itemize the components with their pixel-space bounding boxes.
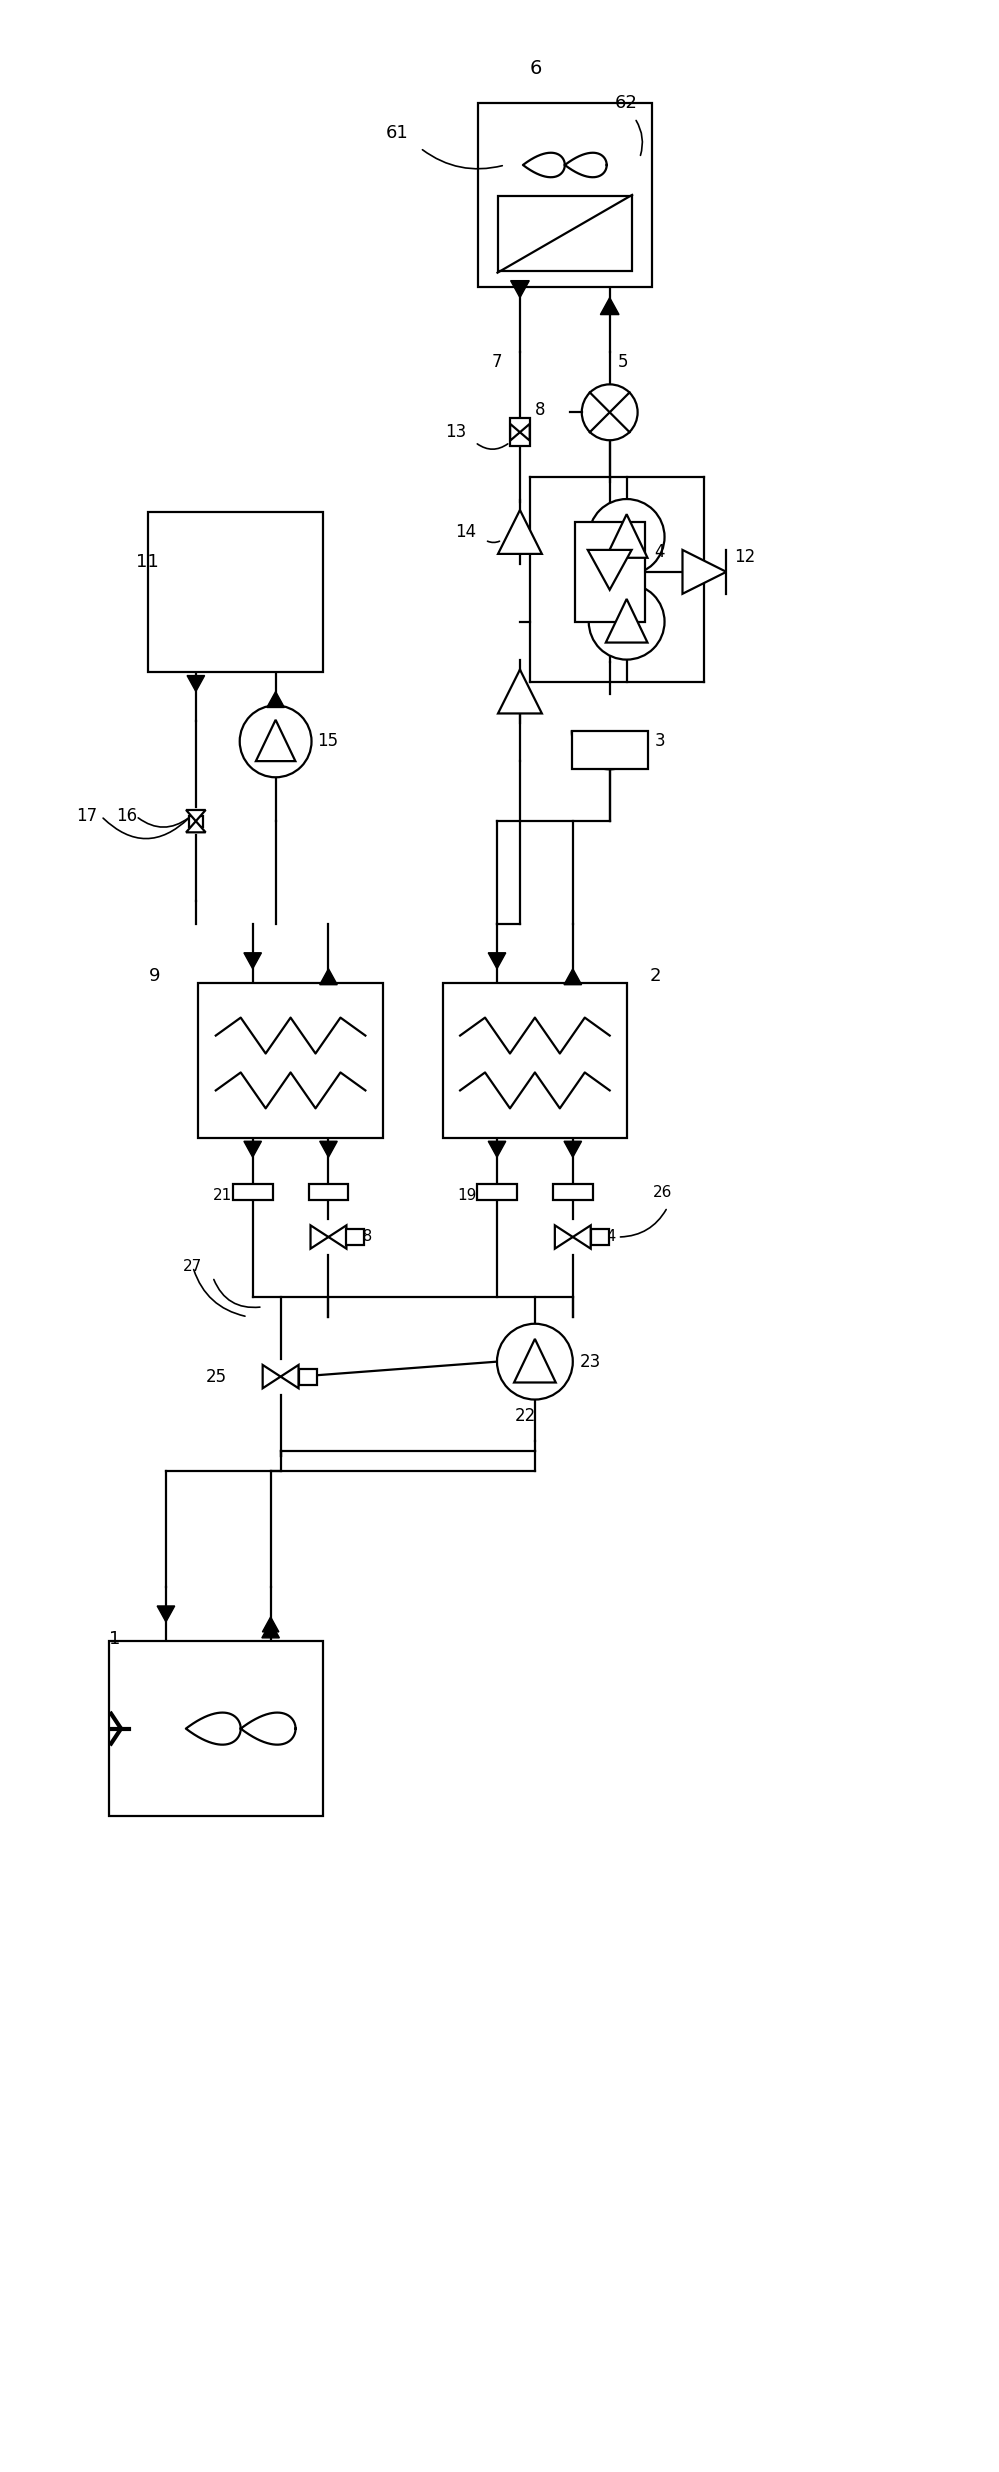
Bar xyxy=(299,1369,317,1384)
Polygon shape xyxy=(605,514,647,559)
Polygon shape xyxy=(572,1226,590,1248)
Text: 26: 26 xyxy=(652,1184,672,1199)
Text: 27: 27 xyxy=(183,1258,202,1276)
Circle shape xyxy=(498,1323,572,1399)
Polygon shape xyxy=(554,1226,572,1248)
Text: 19: 19 xyxy=(458,1187,477,1201)
Bar xyxy=(109,1641,323,1817)
Polygon shape xyxy=(564,969,581,984)
Text: 61: 61 xyxy=(386,124,408,141)
Bar xyxy=(590,1229,608,1246)
Text: 18: 18 xyxy=(564,1187,584,1201)
Text: 7: 7 xyxy=(493,353,502,371)
Polygon shape xyxy=(263,1365,281,1389)
Bar xyxy=(571,732,647,769)
Polygon shape xyxy=(514,1340,555,1382)
Text: 21: 21 xyxy=(213,1187,232,1201)
Text: 14: 14 xyxy=(456,524,477,541)
Polygon shape xyxy=(564,1142,581,1157)
Polygon shape xyxy=(186,811,206,821)
Bar xyxy=(498,195,632,272)
Polygon shape xyxy=(329,1226,347,1248)
Text: 16: 16 xyxy=(116,808,137,826)
Polygon shape xyxy=(262,1622,280,1639)
Bar xyxy=(347,1229,365,1246)
Text: 23: 23 xyxy=(579,1352,601,1369)
Text: 13: 13 xyxy=(446,423,467,440)
Bar xyxy=(149,512,323,672)
Text: 9: 9 xyxy=(149,967,161,984)
Text: 24: 24 xyxy=(597,1229,617,1243)
Bar xyxy=(189,816,203,826)
Text: 20: 20 xyxy=(321,1187,340,1201)
Polygon shape xyxy=(263,1617,279,1632)
Bar xyxy=(199,984,383,1137)
Text: 62: 62 xyxy=(614,94,637,111)
Text: 17: 17 xyxy=(76,808,97,826)
Polygon shape xyxy=(186,821,206,833)
Bar xyxy=(309,1184,349,1199)
Polygon shape xyxy=(499,509,541,554)
Polygon shape xyxy=(244,952,262,969)
Text: 4: 4 xyxy=(654,544,665,561)
Polygon shape xyxy=(281,1365,299,1389)
Polygon shape xyxy=(519,423,529,440)
Text: 11: 11 xyxy=(136,554,159,571)
Text: 25: 25 xyxy=(206,1367,227,1387)
Polygon shape xyxy=(489,1142,505,1157)
Bar xyxy=(510,418,529,447)
Text: 22: 22 xyxy=(514,1407,536,1426)
Polygon shape xyxy=(600,297,619,314)
Text: 12: 12 xyxy=(734,549,755,566)
Circle shape xyxy=(581,383,637,440)
Polygon shape xyxy=(587,549,631,591)
Polygon shape xyxy=(187,675,205,692)
Bar xyxy=(574,522,644,623)
Bar xyxy=(552,1184,592,1199)
Polygon shape xyxy=(244,1142,262,1157)
Text: 6: 6 xyxy=(529,59,542,77)
Polygon shape xyxy=(605,598,647,643)
Polygon shape xyxy=(157,1607,175,1622)
Bar xyxy=(478,1184,516,1199)
Text: 3: 3 xyxy=(654,732,665,751)
Text: 15: 15 xyxy=(318,732,339,751)
Polygon shape xyxy=(267,692,285,707)
Text: 2: 2 xyxy=(649,967,661,984)
Text: 28: 28 xyxy=(354,1229,373,1243)
Circle shape xyxy=(588,499,664,576)
Text: 5: 5 xyxy=(617,353,628,371)
Polygon shape xyxy=(311,1226,329,1248)
Polygon shape xyxy=(320,969,338,984)
Bar xyxy=(443,984,627,1137)
Polygon shape xyxy=(510,423,519,440)
Polygon shape xyxy=(256,719,296,761)
Text: 1: 1 xyxy=(109,1629,121,1649)
Polygon shape xyxy=(489,952,505,969)
Circle shape xyxy=(240,705,312,776)
Bar xyxy=(478,104,652,287)
Polygon shape xyxy=(320,1142,338,1157)
Text: 8: 8 xyxy=(534,400,545,420)
Polygon shape xyxy=(499,670,541,714)
Circle shape xyxy=(588,583,664,660)
Polygon shape xyxy=(682,549,726,593)
Bar xyxy=(233,1184,273,1199)
Polygon shape xyxy=(510,282,529,297)
